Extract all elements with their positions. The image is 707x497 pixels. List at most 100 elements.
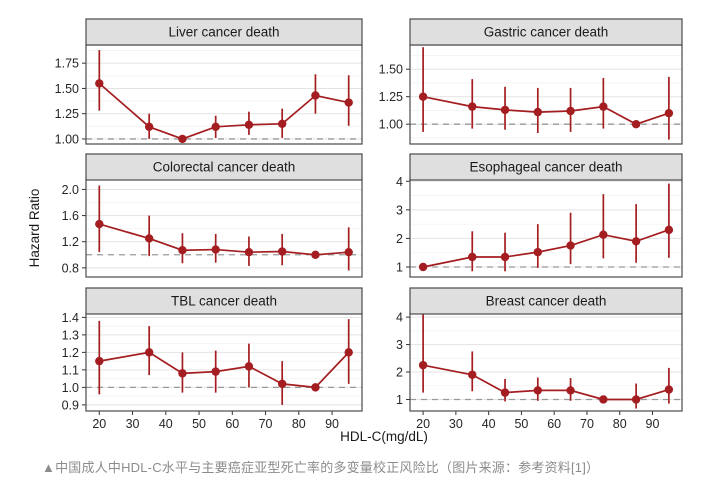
facet-panel: 0.9 1.0 1.1 1.2 1.3 1.4 20 30 40 50 60 70 80 90 TBL ca… [62, 287, 363, 431]
data-point [311, 91, 320, 100]
data-point [277, 119, 287, 128]
x-tick-label: 90 [646, 417, 660, 431]
facet-panel: 1 2 3 4 Esophageal cancer death [396, 153, 683, 278]
panel-strip [409, 287, 683, 315]
data-point [144, 234, 154, 243]
series-line [98, 82, 349, 140]
y-tick-label: 1.00 [55, 132, 79, 146]
data-point [311, 383, 320, 392]
data-point [344, 348, 353, 357]
series-line [422, 95, 670, 126]
panel-title: Esophageal cancer death [469, 160, 622, 175]
data-point [631, 395, 641, 404]
y-tick-label: 0.9 [62, 398, 79, 412]
y-tick-label: 2 [396, 232, 403, 246]
panel-background [410, 179, 682, 277]
x-tick-label: 30 [449, 417, 463, 431]
y-tick-label: 1 [396, 261, 403, 275]
y-tick-label: 2 [396, 366, 403, 380]
y-tick-label: 1.00 [379, 118, 403, 132]
data-point [244, 120, 254, 130]
x-tick-label: 70 [259, 417, 273, 431]
panel-strip [409, 18, 683, 46]
x-tick-label: 40 [482, 417, 496, 431]
y-tick-label: 3 [396, 203, 403, 217]
data-point [144, 122, 154, 132]
panel-title: Breast cancer death [486, 294, 607, 309]
data-point [344, 247, 353, 257]
x-tick-label: 90 [325, 417, 339, 431]
data-point [500, 252, 510, 262]
data-point [211, 122, 220, 132]
data-point [211, 367, 220, 376]
data-point [244, 247, 254, 257]
panel-title: TBL cancer death [171, 294, 277, 309]
x-tick-label: 20 [92, 417, 106, 431]
panel-strip [409, 153, 683, 181]
panel-strip [85, 153, 363, 181]
panel-title: Gastric cancer death [484, 25, 609, 40]
x-tick-label: 50 [192, 417, 206, 431]
data-point [277, 247, 287, 256]
y-tick-label: 4 [396, 175, 403, 189]
series-line [422, 364, 670, 401]
x-tick-label: 20 [416, 417, 430, 431]
data-point [599, 395, 608, 404]
panel-background [410, 313, 682, 411]
data-point [178, 369, 187, 378]
y-tick-label: 3 [396, 338, 403, 352]
data-point [95, 356, 104, 366]
series-line [99, 223, 349, 256]
data-point [599, 102, 608, 111]
data-point [500, 105, 510, 115]
y-tick-label: 1.0 [62, 381, 79, 395]
data-point [178, 246, 187, 255]
y-tick-label: 1 [396, 393, 403, 407]
data-point [178, 134, 187, 144]
data-point [344, 98, 353, 107]
data-point [631, 237, 641, 246]
y-axis-label: Hazard Ratio [27, 188, 42, 268]
y-tick-label: 1.6 [62, 209, 79, 223]
data-point [599, 230, 608, 239]
panel-background [86, 179, 362, 277]
data-point [418, 92, 428, 101]
panel-background [86, 45, 362, 144]
facet-panel: 1 2 3 4 20 30 40 50 60 70 80 90 Breast cancer death [396, 287, 683, 431]
y-tick-label: 0.8 [62, 261, 79, 275]
x-tick-label: 80 [613, 417, 627, 431]
data-point [468, 252, 477, 262]
data-point [144, 348, 154, 357]
x-tick-label: 30 [126, 417, 140, 431]
x-tick-label: 60 [225, 417, 239, 431]
data-point [664, 225, 674, 235]
y-tick-label: 1.50 [379, 63, 403, 77]
y-tick-label: 1.3 [62, 328, 79, 342]
panel-strip [85, 18, 363, 46]
panel-background [86, 313, 362, 411]
panel-strip [85, 287, 363, 315]
x-axis-label: HDL-C(mg/dL) [340, 429, 428, 444]
data-point [566, 241, 575, 250]
y-tick-label: 2.0 [62, 183, 79, 197]
figure-caption: ▲中国成人中HDL-C水平与主要癌症亚型死亡率的多变量校正风险比（图片来源：参考… [42, 460, 600, 475]
y-tick-label: 1.2 [62, 346, 79, 360]
y-tick-label: 1.25 [379, 90, 403, 104]
data-point [566, 106, 575, 116]
data-point [533, 107, 543, 117]
x-tick-label: 50 [514, 417, 528, 431]
x-tick-label: 80 [292, 417, 306, 431]
data-point [533, 386, 543, 395]
facet-panel: 1.00 1.25 1.50 1.75 Liver cancer death [55, 18, 363, 146]
data-point [468, 370, 477, 379]
facet-panel: 0.8 1.2 1.6 2.0 Colorectal cancer death [62, 153, 363, 278]
y-tick-label: 1.50 [55, 82, 79, 96]
panel-background [410, 45, 682, 144]
x-tick-label: 40 [159, 417, 173, 431]
y-tick-label: 4 [396, 311, 403, 325]
data-point [664, 109, 674, 118]
data-point [500, 388, 510, 397]
data-point [468, 102, 477, 111]
